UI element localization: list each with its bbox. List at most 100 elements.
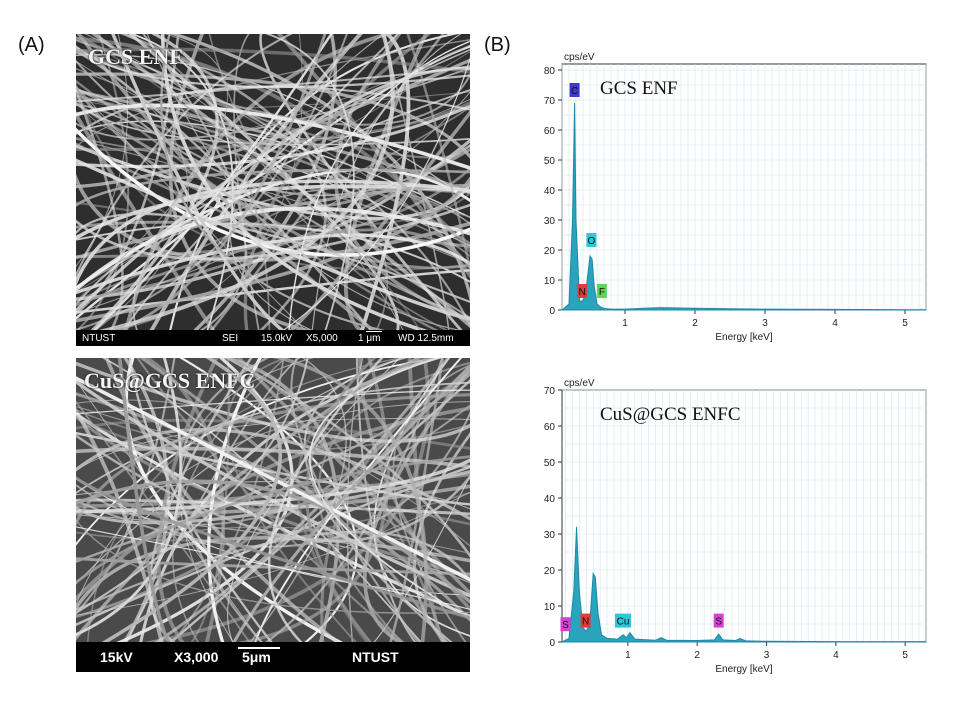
x-tick-label: 2 bbox=[694, 650, 700, 661]
sem-info-voltage: 15.0kV bbox=[261, 333, 293, 344]
fiber bbox=[169, 379, 470, 642]
x-tick-label: 5 bbox=[902, 650, 908, 661]
fiber bbox=[178, 358, 270, 642]
peak-label-text: Cu bbox=[617, 617, 630, 628]
fiber bbox=[76, 392, 470, 623]
fiber bbox=[76, 404, 470, 526]
fiber bbox=[143, 358, 430, 642]
x-tick-label: 3 bbox=[764, 650, 770, 661]
fiber bbox=[154, 358, 450, 642]
sem-info-mode: SEI bbox=[222, 333, 239, 344]
fiber bbox=[76, 361, 470, 443]
sem-image-title: CuS@GCS ENFC bbox=[84, 368, 256, 393]
scale-bar bbox=[238, 647, 280, 649]
fiber bbox=[76, 49, 373, 330]
fiber bbox=[76, 39, 470, 327]
fiber bbox=[76, 103, 470, 170]
fiber bbox=[76, 518, 470, 614]
x-tick-label: 1 bbox=[625, 650, 631, 661]
peak-label-box bbox=[577, 284, 588, 298]
panel-a-label: (A) bbox=[18, 34, 45, 56]
y-tick-label: 50 bbox=[544, 458, 556, 469]
peak-label-box bbox=[586, 233, 597, 247]
y-axis-label: cps/eV bbox=[564, 378, 595, 389]
y-axis-label: cps/eV bbox=[564, 52, 595, 63]
fiber bbox=[76, 48, 189, 330]
fiber bbox=[119, 34, 327, 330]
fiber bbox=[282, 56, 470, 330]
peak-label: S bbox=[713, 613, 724, 628]
peak-label: O bbox=[586, 233, 597, 247]
y-tick-label: 0 bbox=[549, 306, 555, 317]
fiber bbox=[392, 364, 470, 642]
chart-title: CuS@GCS ENFC bbox=[600, 404, 741, 425]
fiber-texture bbox=[76, 34, 470, 330]
peak-label-box bbox=[569, 83, 580, 97]
x-tick-label: 3 bbox=[762, 318, 768, 329]
fiber bbox=[373, 474, 470, 642]
fiber bbox=[264, 358, 444, 642]
peak-label-box bbox=[560, 617, 571, 632]
sem-image-title: GCS ENF bbox=[88, 44, 183, 69]
fiber bbox=[76, 104, 470, 169]
y-tick-label: 70 bbox=[544, 386, 556, 397]
fiber bbox=[101, 358, 283, 642]
eds-spectrum-cus-gcs-enfc: 0 10 20 30 40 50 60 70 1 2 3 4 5 cps/eV Energy [keV] Cu… bbox=[544, 378, 927, 675]
fiber bbox=[76, 34, 130, 330]
fiber bbox=[76, 526, 470, 563]
fiber bbox=[76, 458, 470, 514]
y-tick-label: 50 bbox=[544, 156, 556, 167]
y-tick-label: 20 bbox=[544, 246, 556, 257]
fiber bbox=[98, 34, 395, 330]
fiber bbox=[76, 358, 183, 637]
x-tick-label: 5 bbox=[902, 318, 908, 329]
peak-label-text: C bbox=[571, 86, 578, 97]
y-tick-label: 40 bbox=[544, 494, 556, 505]
y-tick-label: 30 bbox=[544, 216, 556, 227]
fiber bbox=[161, 34, 428, 330]
x-axis-label: Energy [keV] bbox=[715, 332, 772, 343]
fiber bbox=[76, 203, 470, 261]
fiber bbox=[91, 34, 470, 329]
peak-label: Cu bbox=[615, 613, 632, 628]
fiber bbox=[129, 34, 234, 330]
fiber bbox=[317, 361, 470, 642]
peak-label-text: N bbox=[582, 617, 589, 628]
sem-image-gcs-enf: GCS ENF NTUST SEI 15.0kV X5,000 1 μm WD … bbox=[76, 34, 470, 346]
fiber bbox=[124, 34, 396, 330]
fiber bbox=[117, 358, 171, 642]
peak-label-box bbox=[580, 613, 591, 628]
x-tick-label: 4 bbox=[833, 650, 839, 661]
peak-label-box bbox=[596, 284, 607, 298]
fiber bbox=[76, 36, 470, 254]
y-tick-label: 30 bbox=[544, 530, 556, 541]
fiber bbox=[243, 34, 432, 330]
x-tick-label: 4 bbox=[832, 318, 838, 329]
fiber bbox=[76, 401, 470, 607]
sem-info-magnification: X3,000 bbox=[174, 649, 219, 665]
peak-label: C bbox=[569, 83, 580, 97]
peak-label: N bbox=[577, 284, 588, 298]
fiber bbox=[76, 106, 470, 302]
fiber bbox=[76, 381, 470, 494]
fiber bbox=[76, 34, 348, 330]
fiber bbox=[264, 34, 355, 330]
fiber bbox=[76, 475, 470, 620]
fiber bbox=[128, 358, 273, 642]
peak-label: N bbox=[580, 613, 591, 628]
peak-label-text: S bbox=[562, 620, 569, 631]
fiber bbox=[76, 358, 423, 641]
x-tick-label: 2 bbox=[692, 318, 698, 329]
sem-info-lab: NTUST bbox=[82, 333, 116, 344]
spectrum-series bbox=[561, 526, 927, 643]
fiber bbox=[76, 434, 470, 543]
fiber bbox=[76, 65, 470, 103]
sem-image-cus-gcs-enfc: CuS@GCS ENFC 15kV X3,000 5μm NTUST bbox=[76, 358, 470, 672]
sem-info-bar: NTUST SEI 15.0kV X5,000 1 μm WD 12.5mm bbox=[76, 330, 470, 346]
spectrum-series bbox=[560, 102, 927, 311]
fiber bbox=[76, 47, 470, 74]
fiber bbox=[406, 34, 470, 276]
fiber bbox=[111, 34, 285, 330]
fiber bbox=[230, 358, 445, 642]
fiber bbox=[156, 358, 219, 642]
